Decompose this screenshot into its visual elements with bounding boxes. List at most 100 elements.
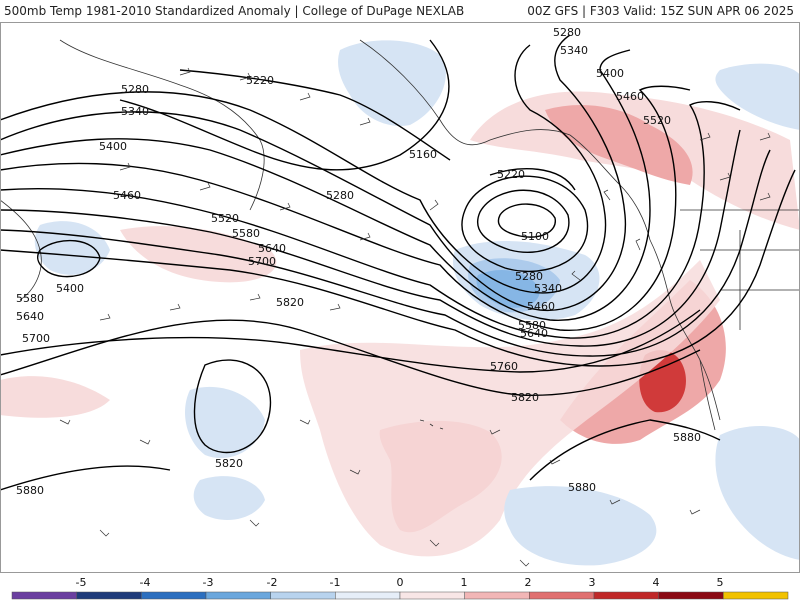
contour-label: 5100 xyxy=(521,230,549,243)
contour-label: 5280 xyxy=(326,189,354,202)
cold-region-farwest xyxy=(34,221,110,275)
anomaly-map: 5280 5340 5400 5460 5520 5220 5280 5340 … xyxy=(0,22,800,573)
contour-label: 5580 xyxy=(16,292,44,305)
contour-5520 xyxy=(0,101,741,339)
colorbar-tick-label: -1 xyxy=(330,576,341,589)
contour-label: 5400 xyxy=(596,67,624,80)
cold-region-southeast xyxy=(715,425,800,560)
contour-5280 xyxy=(0,44,607,294)
contour-5220-a xyxy=(179,69,451,161)
contour-label: 5460 xyxy=(616,90,644,103)
warm-core-northeast xyxy=(545,105,693,185)
wind-barbs xyxy=(59,67,771,567)
contour-label: 5460 xyxy=(113,189,141,202)
contour-label: 5520 xyxy=(643,114,671,127)
contour-label: 5580 xyxy=(232,227,260,240)
contour-label: 5640 xyxy=(258,242,286,255)
contour-label: 5760 xyxy=(490,360,518,373)
colorbar-swatch xyxy=(335,591,401,600)
contour-label: 5880 xyxy=(673,431,701,444)
colorbar-tick-label: -5 xyxy=(76,576,87,589)
contour-label: 5340 xyxy=(121,105,149,118)
map-title: 500mb Temp 1981-2010 Standardized Anomal… xyxy=(4,4,465,18)
warm-region-broad xyxy=(300,260,720,557)
contour-5880-b xyxy=(529,419,721,481)
contour-label: 5700 xyxy=(248,255,276,268)
contour-label: 5700 xyxy=(22,332,50,345)
model-valid-time: 00Z GFS | F303 Valid: 15Z SUN APR 06 202… xyxy=(527,4,794,18)
contour-label: 5880 xyxy=(16,484,44,497)
colorbar-swatch xyxy=(723,591,789,600)
cold-region-northeast xyxy=(715,63,800,131)
colorbar-labels: -5 -4 -3 -2 -1 0 1 2 3 4 5 xyxy=(76,576,724,589)
contour-5400 xyxy=(0,49,651,321)
map-header: 500mb Temp 1981-2010 Standardized Anomal… xyxy=(0,0,800,22)
colorbar-swatch xyxy=(464,591,530,600)
colorbar-tick-label: 0 xyxy=(397,576,404,589)
colorbar-swatch xyxy=(593,591,659,600)
contour-label: 5280 xyxy=(553,26,581,39)
contour-5820 xyxy=(0,319,701,397)
contour-label: 5160 xyxy=(409,148,437,161)
contour-label: 5820 xyxy=(276,296,304,309)
colorbar-tick-label: -3 xyxy=(203,576,214,589)
contour-label: 5340 xyxy=(560,44,588,57)
colorbar-swatch xyxy=(529,591,595,600)
contour-label: 5280 xyxy=(515,270,543,283)
contour-5700 xyxy=(0,169,796,367)
contour-label: 5580 xyxy=(518,319,546,332)
coastline-alaska xyxy=(359,39,571,146)
colorbar-swatch xyxy=(270,591,336,600)
contour-5820-loop xyxy=(193,359,272,454)
contour-label: 5640 xyxy=(520,327,548,340)
colorbar-swatch xyxy=(11,591,77,600)
colorbar-swatch xyxy=(658,591,724,600)
cold-region-south xyxy=(504,486,657,566)
contour-label: 5400 xyxy=(56,282,84,295)
cold-region-west xyxy=(185,386,265,459)
contour-5160-low xyxy=(477,189,570,254)
contour-label: 5520 xyxy=(211,212,239,225)
colorbar-tick-label: 5 xyxy=(717,576,724,589)
contour-5460 xyxy=(0,85,691,331)
contour-5580 xyxy=(0,129,741,347)
contour-5160 xyxy=(119,39,450,171)
colorbar-tick-label: 1 xyxy=(461,576,468,589)
hawaii-islands xyxy=(419,419,444,430)
contour-5220-b xyxy=(489,168,576,191)
colorbar-swatch xyxy=(76,591,142,600)
colorbar-swatch xyxy=(141,591,207,600)
contour-label: 5640 xyxy=(16,310,44,323)
colorbar-tick-label: -4 xyxy=(140,576,151,589)
contour-5760 xyxy=(0,309,701,373)
contour-5100 xyxy=(497,203,556,238)
colorbar-tick-label: 3 xyxy=(589,576,596,589)
colorbar-swatches xyxy=(11,591,789,600)
contour-label: 5220 xyxy=(246,74,274,87)
contour-label: 5460 xyxy=(527,300,555,313)
warm-region-eastpac xyxy=(0,376,110,418)
contour-5400-west xyxy=(36,239,101,278)
colorbar-swatch xyxy=(205,591,271,600)
cold-region-alaska xyxy=(338,40,446,126)
contour-5340 xyxy=(0,34,627,311)
height-contours xyxy=(0,34,796,491)
contour-label: 5280 xyxy=(121,83,149,96)
contour-label: 5880 xyxy=(568,481,596,494)
colorbar-tick-label: -2 xyxy=(267,576,278,589)
cold-region-sw xyxy=(193,476,265,520)
colorbar-swatch xyxy=(399,591,465,600)
contour-label: 5220 xyxy=(497,168,525,181)
colorbar-tick-label: 4 xyxy=(653,576,660,589)
warm-region-west xyxy=(120,226,277,283)
contour-label: 5820 xyxy=(511,391,539,404)
coastline-baja xyxy=(699,359,716,431)
contour-label: 5340 xyxy=(534,282,562,295)
contour-label-group: 5280 5340 5400 5460 5520 5220 5280 5340 … xyxy=(16,26,701,497)
contour-5640 xyxy=(0,149,771,357)
colorbar-tick-label: 2 xyxy=(525,576,532,589)
contour-5880-a xyxy=(0,465,171,491)
coastline-westcoast xyxy=(649,239,721,421)
contour-label: 5400 xyxy=(99,140,127,153)
